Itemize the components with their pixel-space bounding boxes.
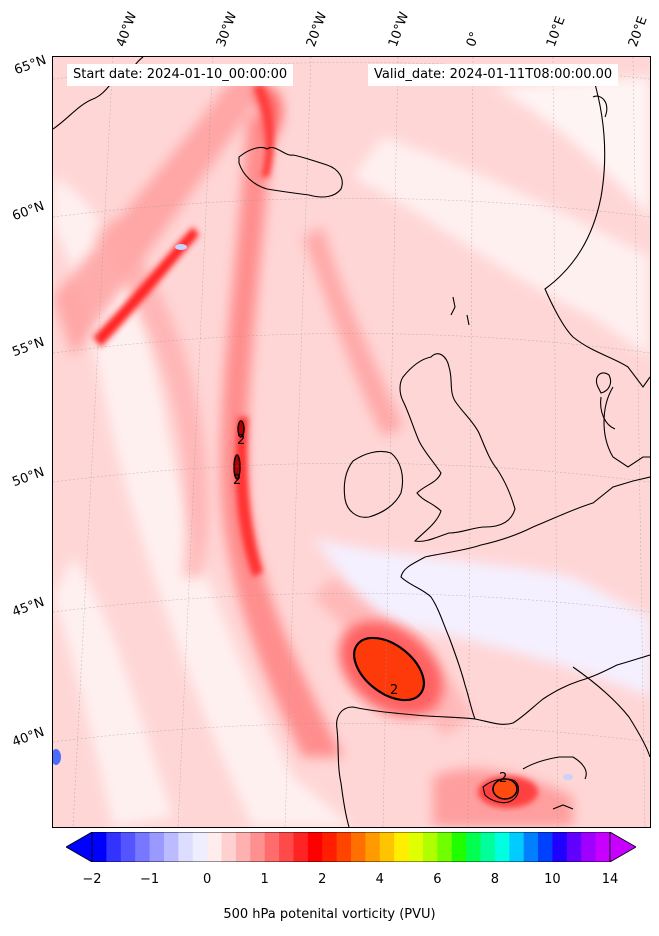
colorbar-segment [120,832,136,862]
colorbar-segment [408,832,424,862]
lon-label-40w: 40°W [113,10,141,49]
colorbar-segment [379,832,395,862]
pv-anomaly-biscay [339,621,443,717]
colorbar-extend-max [609,832,636,862]
colorbar-segment [92,832,107,862]
lon-label-0: 0° [463,29,484,49]
negative-pv-spot [53,749,61,765]
colorbar-extend-min [66,832,93,862]
pv-anomaly-med [478,776,538,808]
colorbar-tick-label: −2 [82,872,102,887]
colorbar-segment [250,832,266,862]
colorbar-segment [581,832,597,862]
lat-label-50n: 50°N [10,464,47,491]
contour-label: 2 [499,771,508,786]
lon-label-20w: 20°W [303,10,331,49]
start-date-label: Start date: 2024-01-10_00:00:00 [67,64,294,86]
scandinavia-coast [544,76,650,388]
colorbar-segment [523,832,539,862]
lat-label-55n: 55°N [10,334,47,361]
colorbar-tick-label: 1 [260,872,269,887]
colorbar [66,832,636,862]
colorbar-segment [207,832,222,862]
colorbar-segment [192,832,208,862]
colorbar-segment [235,832,251,862]
colorbar-segment [149,832,165,862]
lon-label-10w: 10°W [385,10,413,49]
negative-pv-spot [563,774,573,780]
colorbar-tick-label: 0 [202,872,212,887]
contour-label: 2 [237,433,246,448]
colorbar-segment [494,832,510,862]
colorbar-segment [279,832,294,862]
valid-date-label: Valid_date: 2024-01-11T08:00:00.00 [368,64,619,86]
colorbar-segment [566,832,582,862]
colorbar-segment [595,832,611,862]
colorbar-segment [336,832,352,862]
colorbar-segment [293,832,309,862]
colorbar-segment [437,832,453,862]
colorbar-tick-label: −1 [139,872,160,887]
colorbar-tick-label: 2 [318,872,327,887]
colorbar-segment [365,832,381,862]
negative-pv-spot [175,244,187,250]
colorbar-label: 500 hPa potenital vorticity (PVU) [223,907,436,922]
colorbar-segment [264,832,280,862]
colorbar-segment [307,832,323,862]
colorbar-segment [394,832,410,862]
colorbar-segment [135,832,151,862]
colorbar-tick-label: 6 [433,872,442,887]
colorbar-segment [106,832,122,862]
colorbar-segment [466,832,481,862]
colorbar-segment [509,832,525,862]
colorbar-tick-label: 8 [490,872,500,887]
colorbar-segment [163,832,179,862]
lat-label-45n: 45°N [10,594,47,621]
colorbar-tick-label: 10 [544,872,561,887]
contour-blob [237,420,245,438]
colorbar-segment [351,832,366,862]
colorbar-segment [322,832,338,862]
pv-map: 2 2 2 2 [52,56,651,828]
high-pv-filaments [93,85,274,577]
lon-label-10e: 10°E [543,14,569,50]
lon-label-30w: 30°W [213,10,241,49]
colorbar-tick-label: 14 [601,872,619,887]
colorbar-segment [178,832,194,862]
iberia-coast [336,706,476,827]
great-britain-coast [399,353,516,542]
iceland-coast [238,146,343,198]
france-coast [424,476,650,558]
lat-label-40n: 40°N [10,724,47,751]
colorbar-tick-label: 4 [375,872,384,887]
pv-field [53,57,650,827]
contour-label: 2 [233,473,242,488]
colorbar-segment [552,832,568,862]
contour-blob [233,454,241,480]
colorbar-segment [422,832,438,862]
contour-label: 2 [390,683,399,698]
colorbar-segment [221,832,237,862]
lon-label-20e: 20°E [625,14,651,50]
ireland-coast [343,450,404,518]
lat-label-60n: 60°N [10,198,47,225]
colorbar-outline [91,832,611,862]
colorbar-segment [451,832,467,862]
low-pv-patches [53,77,650,827]
colorbar-segment [480,832,496,862]
colorbar-segment [538,832,553,862]
lat-label-65n: 65°N [12,52,49,79]
